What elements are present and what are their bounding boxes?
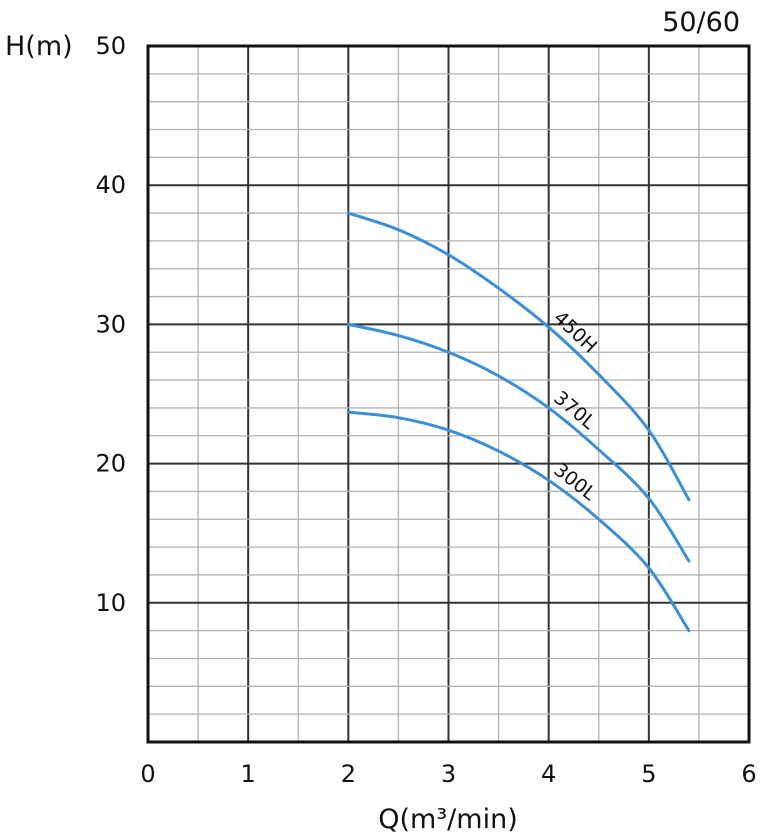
x-tick-label: 0 <box>140 760 155 788</box>
x-tick-label: 3 <box>441 760 456 788</box>
y-tick-label: 40 <box>95 171 126 199</box>
corner-label: 50/60 <box>662 7 740 38</box>
y-tick-label: 20 <box>95 450 126 478</box>
y-tick-label: 30 <box>95 310 126 338</box>
x-tick-label: 1 <box>241 760 256 788</box>
grid <box>148 46 749 742</box>
curves <box>346 211 691 633</box>
x-axis-title: Q(m³/min) <box>378 804 517 835</box>
curve-line <box>346 322 691 563</box>
x-tick-label: 2 <box>341 760 356 788</box>
x-tick-label: 4 <box>541 760 556 788</box>
tick-labels: 0 1 2 3 4 5 6 10 20 30 40 50 <box>95 32 756 788</box>
y-tick-label: 10 <box>95 589 126 617</box>
x-tick-label: 6 <box>741 760 756 788</box>
y-tick-label: 50 <box>95 32 126 60</box>
y-axis-title: H(m) <box>5 31 73 62</box>
x-tick-label: 5 <box>641 760 656 788</box>
curve-line <box>346 211 691 502</box>
curve-line <box>346 410 691 633</box>
plot-frame <box>146 44 751 744</box>
